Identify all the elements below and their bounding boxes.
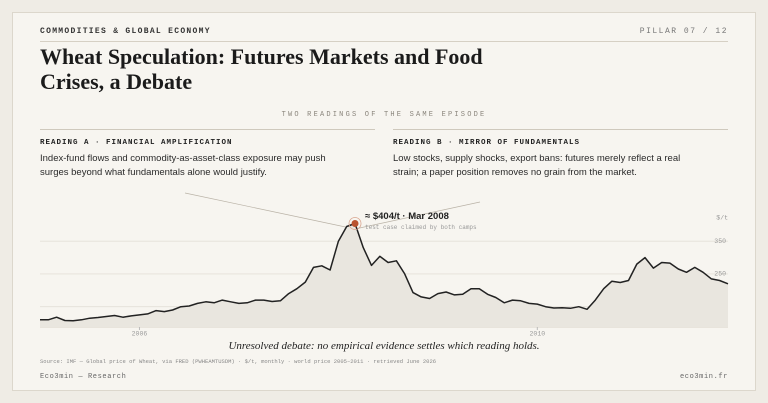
header-rule — [40, 41, 728, 42]
reading-heading: READING A · FINANCIAL AMPLIFICATION — [40, 139, 233, 147]
leader-line — [184, 192, 356, 230]
x-tick-label: 2006 — [132, 331, 148, 338]
y-tick-label: 350 — [714, 238, 726, 245]
kicker: COMMODITIES & GLOBAL ECONOMY — [40, 27, 211, 36]
peak-halo — [348, 217, 362, 230]
subtitle: TWO READINGS OF THE SAME EPISODE — [281, 111, 487, 119]
peak-dot — [351, 220, 359, 228]
source: Source: IMF — Global price of Wheat, via… — [40, 358, 437, 365]
line — [40, 222, 729, 322]
title: Wheat Speculation: Futures Markets and F… — [40, 44, 483, 94]
pillar: PILLAR 07 / 12 — [639, 27, 728, 36]
x-tick-label: 2010 — [530, 331, 546, 338]
card — [12, 12, 756, 391]
y-tick-label: 250 — [714, 271, 726, 278]
reading-text: Index-fund flows and commodity-as-asset-… — [40, 153, 326, 178]
reading-b: READING B · MIRROR OF FUNDAMENTALS Low s… — [393, 129, 728, 179]
footer-left: Eco3min — Research — [40, 373, 127, 381]
annotation-label: ≈ $404/t · Mar 2008 — [365, 211, 449, 222]
leader-line — [354, 201, 481, 230]
area — [40, 223, 728, 327]
reading-text: Low stocks, supply shocks, export bans: … — [393, 153, 681, 178]
annotation-note: test case claimed by both camps — [365, 224, 477, 231]
y-unit: $/t — [716, 215, 728, 222]
reading-heading: READING B · MIRROR OF FUNDAMENTALS — [393, 139, 581, 147]
caption: Unresolved debate: no empirical evidence… — [228, 340, 540, 352]
reading-a: READING A · FINANCIAL AMPLIFICATION Inde… — [40, 129, 375, 179]
footer-right: eco3min.fr — [679, 373, 728, 381]
